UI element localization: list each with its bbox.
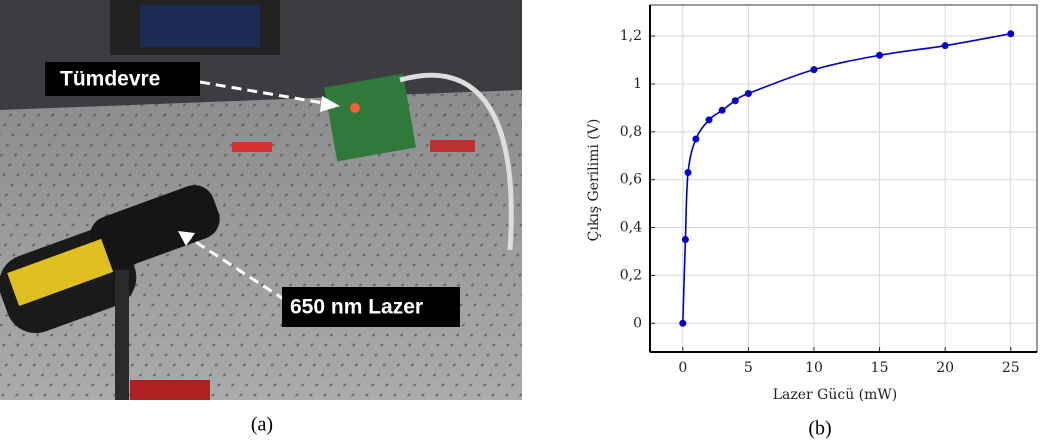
point xyxy=(876,51,884,59)
caption: (b) xyxy=(808,418,831,440)
x-axis-label: Lazer Gücü (mW) xyxy=(773,387,898,403)
x-tick-label: 25 xyxy=(1002,360,1020,376)
point xyxy=(941,42,949,50)
photo-label: Tümdevre xyxy=(60,68,160,91)
y-tick-label: 0 xyxy=(633,315,642,331)
point xyxy=(744,90,752,98)
point xyxy=(684,169,692,177)
photo: Tümdevre 650 nm Lazer xyxy=(0,0,522,400)
x-tick-label: 0 xyxy=(678,360,687,376)
point xyxy=(718,106,726,114)
y-tick-label: 0,8 xyxy=(620,124,642,140)
line xyxy=(681,32,1011,324)
point xyxy=(705,116,713,124)
x-tick-label: 15 xyxy=(871,360,889,376)
x-tick-label: 10 xyxy=(805,360,823,376)
y-tick-label: 0,6 xyxy=(620,172,642,188)
y-tick-label: 1,2 xyxy=(620,28,642,44)
point xyxy=(681,236,689,244)
y-tick-label: 1 xyxy=(633,76,642,92)
point xyxy=(679,319,687,327)
point xyxy=(692,135,700,143)
x-tick-label: 20 xyxy=(936,360,954,376)
caption: (a) xyxy=(251,414,273,436)
y-tick-label: 0,2 xyxy=(620,267,642,283)
y-axis-label: Çıkış Gerilimi (V) xyxy=(586,119,602,242)
point xyxy=(810,66,818,74)
point xyxy=(731,97,739,105)
y-tick-label: 0,4 xyxy=(620,220,642,236)
plot-frame xyxy=(649,4,1038,353)
x-tick-label: 5 xyxy=(744,360,753,376)
photo-label: 650 nm Lazer xyxy=(290,296,423,319)
point xyxy=(1007,30,1015,38)
